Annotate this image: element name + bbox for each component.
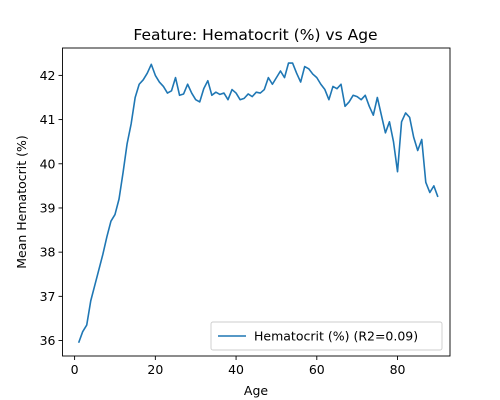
x-tick-label: 80 — [390, 362, 406, 377]
plot-frame — [62, 47, 451, 357]
x-axis-label: Age — [244, 383, 268, 398]
hematocrit-series-line — [77, 62, 439, 344]
y-axis-label: Mean Hematocrit (%) — [14, 135, 29, 269]
x-tick-label: 0 — [71, 362, 79, 377]
legend-entry-label: Hematocrit (%) (R2=0.09) — [254, 329, 418, 344]
y-tick-label: 36 — [40, 333, 56, 348]
plot-area: 0 20 40 60 80 36 37 38 39 40 41 42 — [40, 47, 451, 377]
x-tick-label: 20 — [147, 362, 163, 377]
chart-title: Feature: Hematocrit (%) vs Age — [133, 26, 377, 44]
legend-box — [210, 321, 443, 351]
y-tick-label: 41 — [40, 112, 56, 127]
y-tick-label: 37 — [40, 289, 56, 304]
y-tick-label: 38 — [40, 245, 56, 260]
x-tick-label: 40 — [228, 362, 244, 377]
y-axis-ticks: 36 37 38 39 40 41 42 — [40, 68, 63, 348]
x-tick-label: 60 — [309, 362, 325, 377]
legend: Hematocrit (%) (R2=0.09) — [210, 321, 443, 351]
y-tick-label: 40 — [40, 156, 56, 171]
y-tick-label: 39 — [40, 200, 56, 215]
x-axis-ticks: 0 20 40 60 80 — [71, 356, 406, 377]
y-tick-label: 42 — [40, 68, 56, 83]
